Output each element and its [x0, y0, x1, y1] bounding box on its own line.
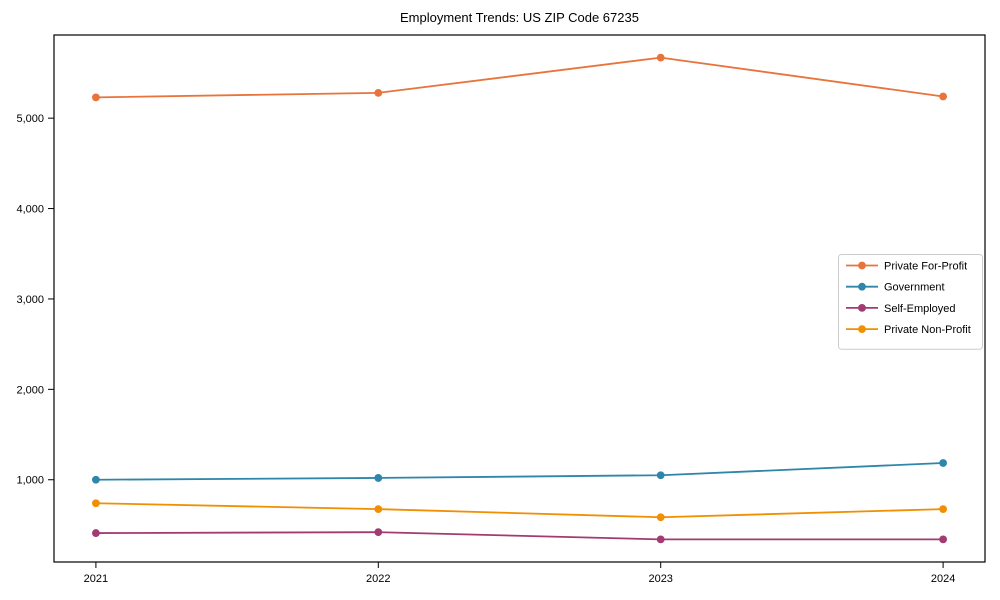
- series-line: [95, 502, 944, 519]
- data-point-marker: [91, 499, 100, 508]
- y-tick-label: 5,000: [16, 113, 44, 125]
- legend-label: Private For-Profit: [884, 261, 967, 273]
- data-point-marker: [374, 528, 383, 537]
- legend-marker-dot: [858, 325, 866, 333]
- data-point-marker: [656, 535, 665, 544]
- x-tick-label: 2024: [931, 573, 955, 585]
- data-point-marker: [939, 459, 948, 467]
- data-point-marker: [91, 475, 100, 484]
- x-tick-label: 2022: [366, 573, 390, 585]
- data-point-marker: [374, 505, 383, 514]
- plot-border: [53, 34, 986, 563]
- data-point-marker: [656, 513, 665, 522]
- y-tick-label: 1,000: [16, 475, 44, 487]
- y-tick-label: 2,000: [16, 384, 44, 396]
- x-tick-label: 2021: [84, 573, 108, 585]
- data-point-marker: [91, 529, 100, 537]
- legend-marker-dot: [858, 261, 866, 270]
- y-tick-label: 4,000: [16, 204, 44, 216]
- legend-label: Government: [884, 282, 945, 294]
- data-point-marker: [939, 92, 948, 101]
- series-line: [95, 462, 944, 481]
- data-point-marker: [939, 505, 948, 514]
- legend-label: Private Non-Profit: [884, 324, 971, 336]
- data-point-marker: [939, 535, 948, 544]
- chart-title: Employment Trends: US ZIP Code 67235: [400, 10, 639, 25]
- legend-marker-dot: [858, 282, 866, 291]
- x-tick-label: 2023: [648, 573, 672, 585]
- data-point-marker: [374, 474, 383, 482]
- legend-box: [838, 254, 983, 350]
- y-tick-label: 3,000: [16, 294, 44, 306]
- legend-label: Self-Employed: [884, 303, 956, 315]
- data-point-marker: [656, 53, 665, 62]
- series-line: [95, 531, 944, 541]
- data-point-marker: [91, 93, 100, 102]
- data-point-marker: [374, 88, 383, 97]
- data-point-marker: [656, 471, 665, 480]
- legend-marker-dot: [858, 304, 866, 312]
- series-line: [95, 56, 944, 99]
